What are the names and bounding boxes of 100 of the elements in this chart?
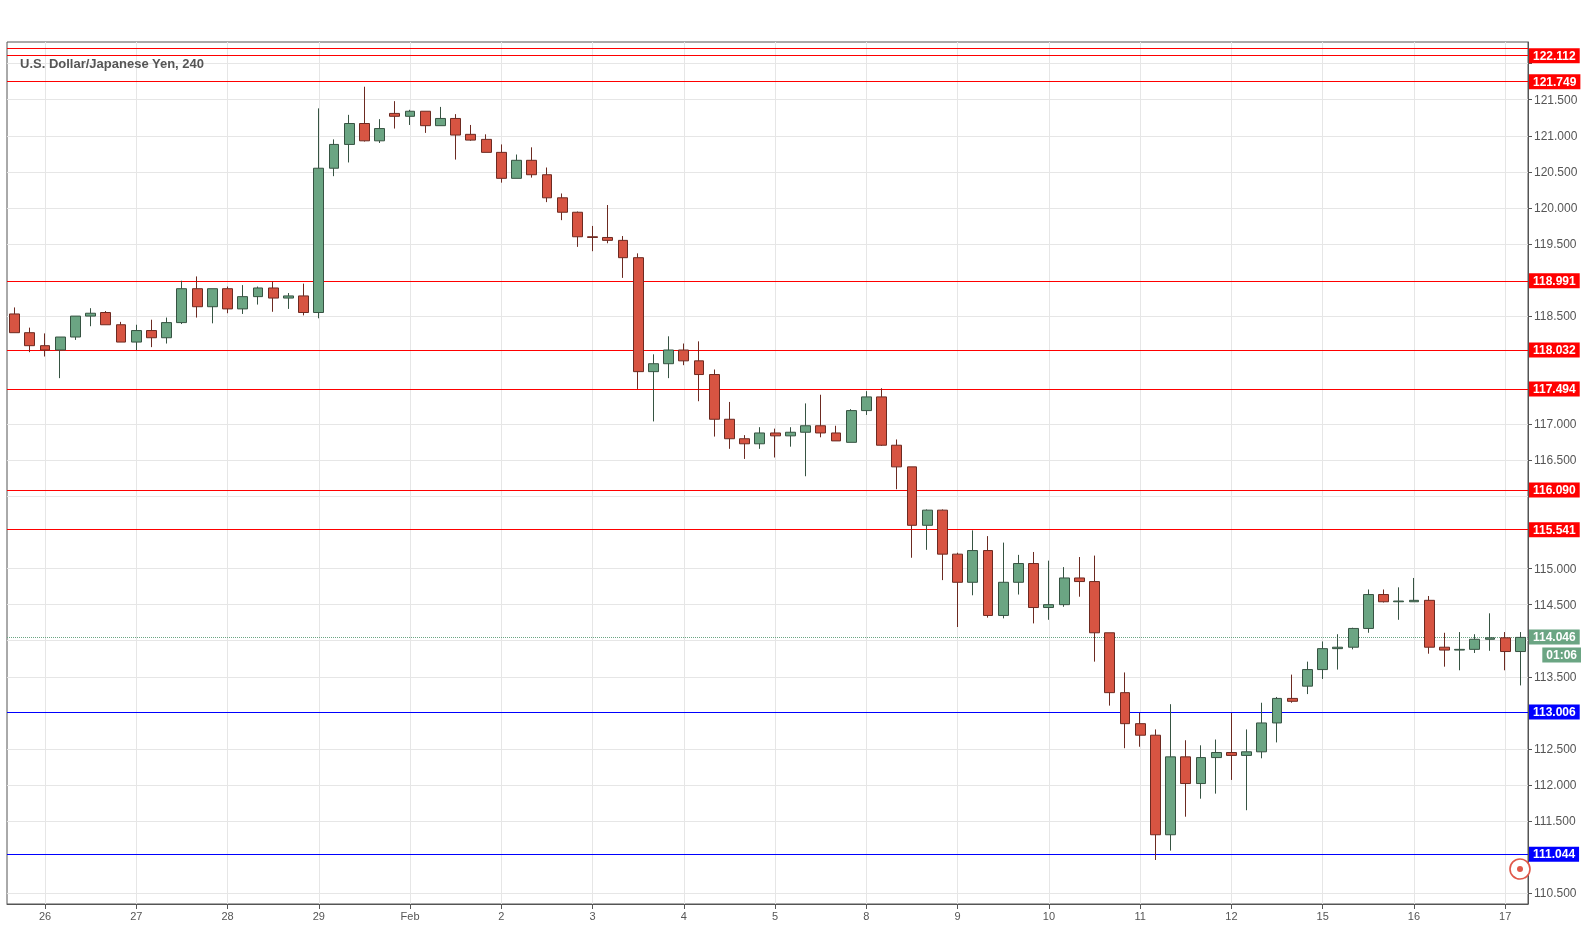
candlestick [313, 107, 324, 319]
x-tick-label: 29 [312, 909, 325, 922]
x-tick-label: 16 [1407, 909, 1421, 922]
ref-line-label: 122.112 [1533, 48, 1577, 63]
candlestick [1302, 661, 1313, 695]
candlestick [1196, 744, 1206, 800]
y-tick-label: 120.000 [1534, 200, 1578, 215]
x-tick-label: 17 [1499, 909, 1512, 922]
y-tick-label: 112.500 [1534, 741, 1577, 756]
y-tick-label: 112.000 [1534, 777, 1577, 792]
candlestick [983, 535, 993, 619]
candlestick [587, 225, 598, 252]
candlestick [633, 252, 644, 390]
x-tick-label: 2 [498, 909, 505, 922]
candlestick [952, 552, 963, 628]
candlestick [1378, 589, 1389, 603]
candlestick [207, 288, 218, 324]
ref-line-label: 117.494 [1533, 381, 1577, 396]
y-tick-label: 116.500 [1534, 453, 1577, 468]
text: U.S. Dollar/Japanese Yen, 240 [20, 56, 205, 71]
candlestick [298, 283, 309, 316]
candlestick [739, 434, 750, 460]
candlestick [618, 235, 628, 279]
candlestick [435, 106, 446, 127]
candlestick [481, 133, 492, 153]
candlestick [1135, 712, 1146, 748]
candlestick [663, 335, 674, 379]
x-tick-label: 27 [130, 909, 143, 922]
x-tick-label: 12 [1225, 909, 1238, 922]
candlestick [1256, 702, 1267, 759]
candlestick [1363, 589, 1374, 634]
candlestick [1424, 595, 1435, 655]
x-tick-label: 4 [680, 909, 687, 922]
text: 01:06 [1546, 648, 1578, 663]
y-tick-label: 117.000 [1534, 417, 1577, 432]
x-tick-label: 10 [1042, 909, 1056, 922]
candlestick [1226, 712, 1237, 781]
candlestick [237, 284, 248, 315]
candlestick [100, 310, 111, 326]
candlestick [572, 211, 583, 248]
y-tick-label: 121.500 [1534, 92, 1578, 107]
candlestick [192, 275, 203, 319]
candlestick [1409, 577, 1419, 603]
candlestick [1165, 703, 1176, 852]
candlestick [1059, 566, 1070, 608]
candlestick [998, 542, 1009, 619]
candlestick [253, 286, 263, 306]
candlestick [1439, 632, 1450, 668]
candlestick [1287, 674, 1298, 704]
candlestick [116, 321, 126, 343]
candlestick [891, 438, 902, 490]
candlestick [1150, 728, 1161, 861]
candlestick [800, 402, 811, 477]
candlestick [1043, 560, 1054, 621]
x-tick-label: 15 [1316, 909, 1329, 922]
candlestick [176, 280, 187, 325]
ref-line-label: 116.090 [1533, 482, 1577, 497]
candlestick [770, 428, 781, 458]
candlestick [1241, 728, 1252, 811]
ref-line-label: 111.044 [1533, 847, 1576, 862]
candlestick [9, 306, 20, 334]
candlestick [709, 368, 720, 438]
candlestick [678, 343, 689, 366]
y-tick-label: 119.500 [1534, 236, 1577, 251]
ref-line-label: 118.991 [1533, 273, 1577, 288]
candlestick [648, 353, 659, 422]
candlestick [329, 138, 339, 177]
candlestick [146, 319, 157, 348]
candlestick [1074, 556, 1085, 598]
candlestick [557, 192, 568, 221]
x-tick-label: 9 [954, 909, 961, 922]
candlestick [1028, 551, 1039, 624]
x-tick-label: 5 [772, 909, 779, 922]
candlestick [861, 390, 872, 416]
ref-line-label: 121.749 [1533, 74, 1577, 89]
y-tick-label: 120.500 [1534, 164, 1578, 179]
candlestick [1180, 739, 1191, 818]
x-tick-label: 8 [863, 909, 870, 922]
candlestick [450, 113, 461, 161]
candlestick [1211, 739, 1222, 795]
candlestick [161, 317, 172, 345]
candlestick [1393, 586, 1404, 621]
candlestick [876, 387, 887, 447]
candlestick [268, 280, 279, 313]
candlestick [785, 426, 796, 448]
candlestick [222, 286, 233, 314]
candlestick [465, 124, 476, 142]
y-tick-label: 118.500 [1534, 309, 1577, 324]
candlestick [511, 154, 522, 179]
candlestick [496, 143, 507, 184]
candlestick [344, 114, 355, 163]
candlestick [1500, 631, 1511, 671]
y-tick-label: 111.500 [1534, 814, 1576, 829]
candlestick [1013, 554, 1024, 596]
candlestick [85, 307, 96, 327]
candlestick [374, 118, 385, 144]
candlestick [389, 100, 400, 130]
candlestick [1317, 640, 1328, 680]
candlestick [55, 336, 66, 379]
candlestick [1104, 632, 1115, 707]
